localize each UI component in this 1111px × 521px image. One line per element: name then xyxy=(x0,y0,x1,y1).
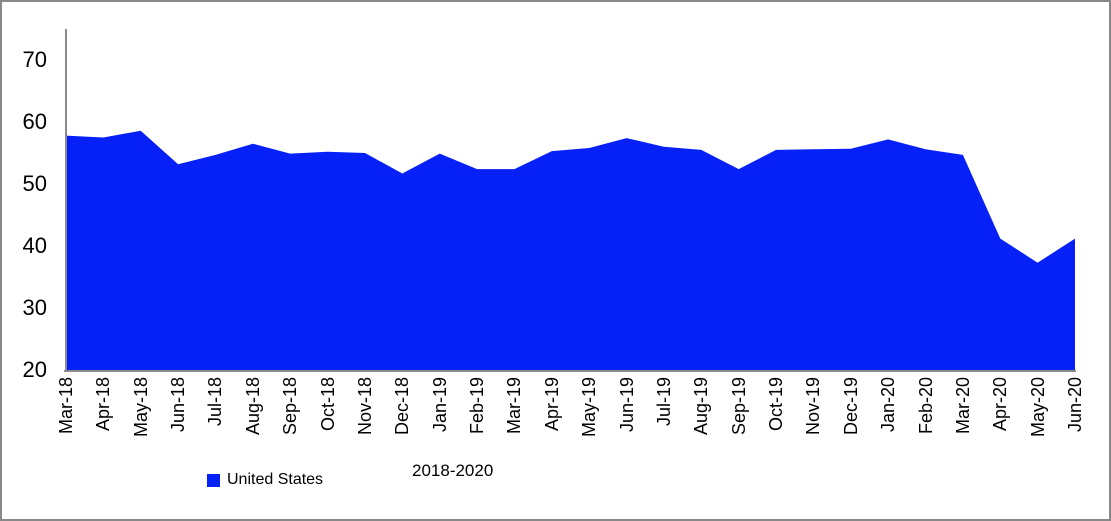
x-tick-label: Dec-19 xyxy=(841,377,861,436)
x-tick-label: Sep-18 xyxy=(280,377,300,436)
x-tick-label: Oct-18 xyxy=(318,377,338,432)
y-tick-label: 30 xyxy=(22,295,47,320)
x-tick-label: Jan-19 xyxy=(430,377,450,433)
y-tick-label: 40 xyxy=(22,233,47,258)
x-tick-label: Apr-18 xyxy=(93,377,113,432)
x-tick-label: Jun-20 xyxy=(1065,377,1085,433)
x-tick-label: Jun-19 xyxy=(617,377,637,433)
x-tick-label: Aug-19 xyxy=(691,377,711,436)
x-tick-label: Nov-18 xyxy=(355,377,375,436)
x-tick-label: May-20 xyxy=(1028,377,1048,438)
area-series-united-states xyxy=(66,130,1075,370)
x-tick-label: May-18 xyxy=(131,377,151,438)
y-tick-label: 20 xyxy=(22,357,47,382)
x-tick-label: Apr-19 xyxy=(542,377,562,432)
x-tick-label: Jul-18 xyxy=(205,377,225,427)
y-tick-label: 50 xyxy=(22,171,47,196)
x-tick-label: Oct-19 xyxy=(766,377,786,432)
legend-label: United States xyxy=(227,471,324,488)
x-tick-label: Jan-20 xyxy=(878,377,898,433)
x-tick-label: Jul-19 xyxy=(654,377,674,427)
chart-caption: 2018-2020 xyxy=(412,461,494,480)
y-tick-label: 70 xyxy=(22,47,47,72)
x-tick-label: Mar-20 xyxy=(953,377,973,435)
x-tick-label: Nov-19 xyxy=(803,377,823,436)
x-tick-label: Feb-19 xyxy=(467,377,487,435)
x-tick-label: Mar-18 xyxy=(56,377,76,435)
x-tick-label: Aug-18 xyxy=(243,377,263,436)
legend-swatch-icon xyxy=(207,473,220,487)
x-tick-label: Sep-19 xyxy=(729,377,749,436)
x-tick-label: Jun-18 xyxy=(168,377,188,433)
x-tick-label: Dec-18 xyxy=(392,377,412,436)
x-tick-label: Apr-20 xyxy=(990,377,1010,432)
y-tick-label: 60 xyxy=(22,109,47,134)
x-tick-label: Mar-19 xyxy=(504,377,524,435)
x-tick-label: May-19 xyxy=(579,377,599,438)
legend: United States xyxy=(207,471,323,489)
x-tick-label: Feb-20 xyxy=(916,377,936,435)
